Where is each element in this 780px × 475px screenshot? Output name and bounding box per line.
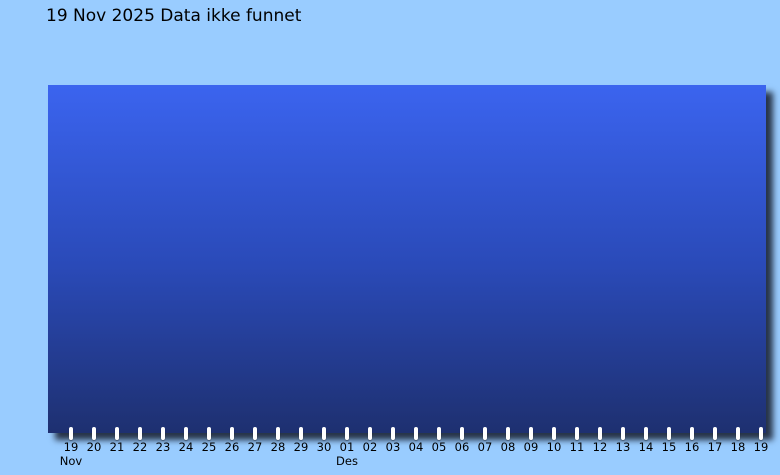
axis-tick-label: 17: [707, 440, 723, 454]
plot-area: [48, 85, 766, 433]
axis-tick-mark: [276, 427, 280, 440]
axis-month-label: Des: [336, 454, 358, 468]
chart-title: 19 Nov 2025 Data ikke funnet: [46, 6, 302, 26]
axis-tick-mark: [92, 427, 96, 440]
axis-tick-mark: [644, 427, 648, 440]
axis-tick-mark: [184, 427, 188, 440]
axis-tick-mark: [207, 427, 211, 440]
axis-tick-mark: [506, 427, 510, 440]
axis-tick-label: 22: [132, 440, 148, 454]
axis-tick-label: 08: [500, 440, 516, 454]
axis-tick-label: 18: [730, 440, 746, 454]
axis-tick-mark: [437, 427, 441, 440]
axis-tick-label: 29: [293, 440, 309, 454]
axis-tick-mark: [713, 427, 717, 440]
axis-tick-label: 26: [224, 440, 240, 454]
axis-tick-label: 10: [546, 440, 562, 454]
axis-tick-mark: [230, 427, 234, 440]
axis-tick-label: 20: [86, 440, 102, 454]
axis-tick-label: 21: [109, 440, 125, 454]
axis-tick-mark: [414, 427, 418, 440]
axis-tick-label: 11: [569, 440, 585, 454]
axis-tick-label: 04: [408, 440, 424, 454]
axis-tick-label: 03: [385, 440, 401, 454]
axis-tick-mark: [483, 427, 487, 440]
axis-tick-label: 05: [431, 440, 447, 454]
axis-tick-mark: [368, 427, 372, 440]
axis-tick-label: 30: [316, 440, 332, 454]
axis-tick-mark: [322, 427, 326, 440]
axis-month-label: Nov: [59, 454, 83, 468]
axis-tick-label: 19: [753, 440, 769, 454]
axis-tick-label: 24: [178, 440, 194, 454]
axis-tick-mark: [161, 427, 165, 440]
axis-tick-mark: [552, 427, 556, 440]
axis-tick-label: 02: [362, 440, 378, 454]
axis-tick-label: 12: [592, 440, 608, 454]
axis-tick-label: 23: [155, 440, 171, 454]
axis-tick-mark: [529, 427, 533, 440]
axis-tick-mark: [575, 427, 579, 440]
axis-tick-mark: [391, 427, 395, 440]
axis-tick-label: 25: [201, 440, 217, 454]
axis-tick-label: 16: [684, 440, 700, 454]
axis-tick-mark: [598, 427, 602, 440]
axis-tick-mark: [690, 427, 694, 440]
axis-tick-label: 07: [477, 440, 493, 454]
axis-tick-label: 01: [339, 440, 355, 454]
axis-tick-mark: [115, 427, 119, 440]
axis-tick-mark: [69, 427, 73, 440]
axis-tick-mark: [736, 427, 740, 440]
axis-tick-mark: [253, 427, 257, 440]
axis-tick-label: 14: [638, 440, 654, 454]
axis-tick-label: 28: [270, 440, 286, 454]
axis-tick-mark: [299, 427, 303, 440]
axis-tick-mark: [667, 427, 671, 440]
axis-tick-label: 06: [454, 440, 470, 454]
axis-tick-label: 13: [615, 440, 631, 454]
axis-tick-mark: [345, 427, 349, 440]
axis-tick-label: 09: [523, 440, 539, 454]
axis-tick-label: 15: [661, 440, 677, 454]
axis-tick-label: 19: [63, 440, 79, 454]
axis-tick-mark: [759, 427, 763, 440]
axis-tick-label: 27: [247, 440, 263, 454]
axis-tick-mark: [621, 427, 625, 440]
axis-tick-mark: [460, 427, 464, 440]
axis-tick-mark: [138, 427, 142, 440]
